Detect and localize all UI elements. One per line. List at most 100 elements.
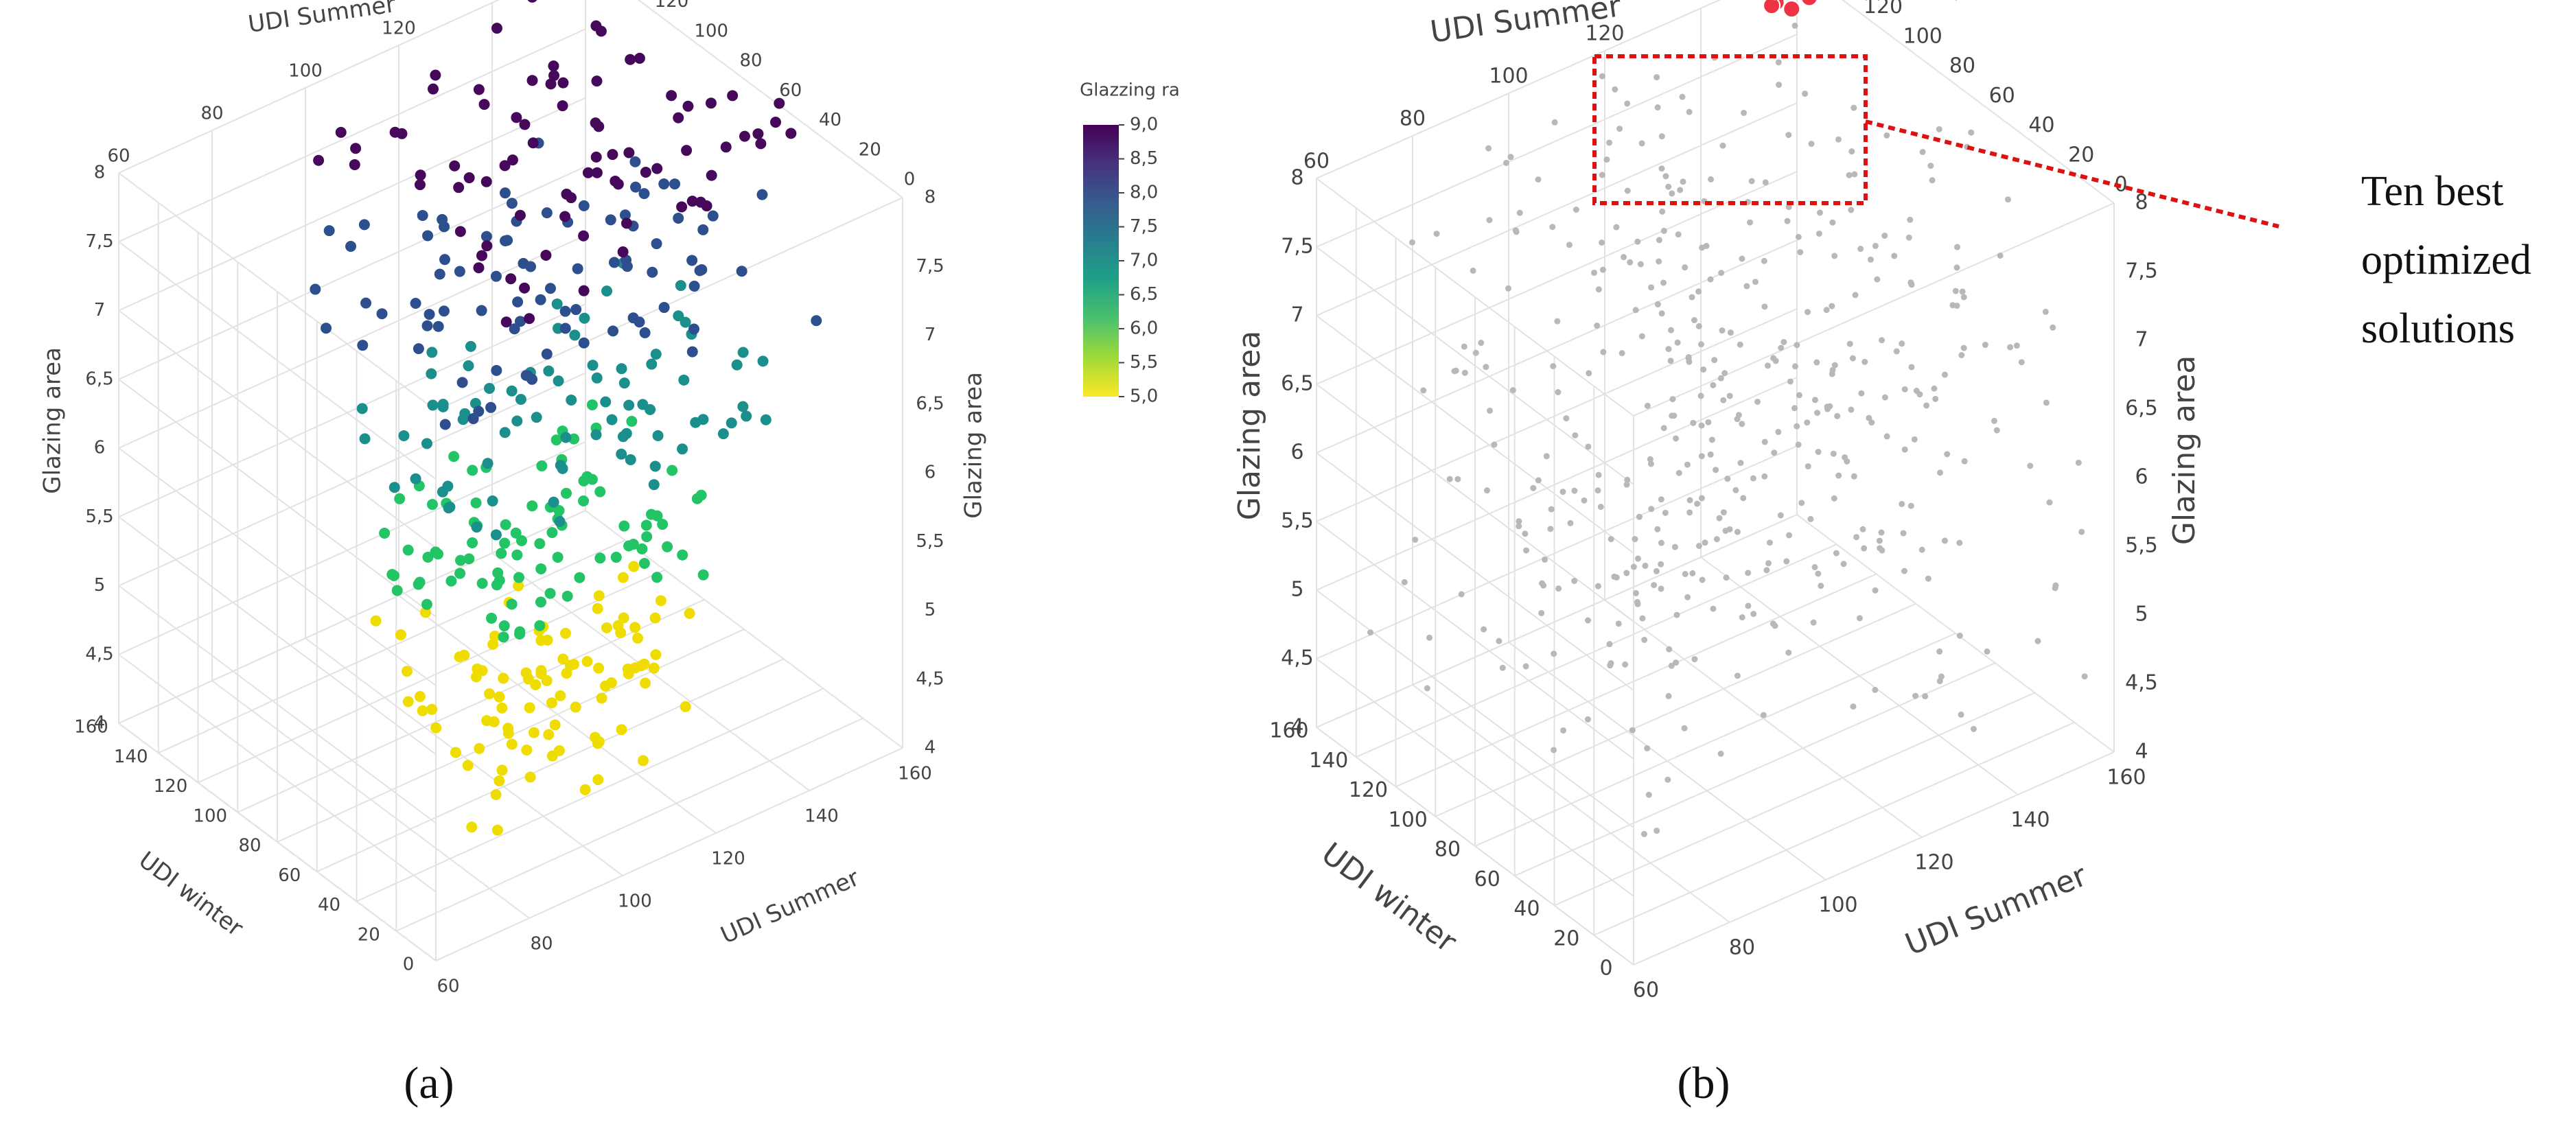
grid-line: [1316, 384, 1634, 622]
point-all-solutions: [1927, 163, 1934, 169]
point-all-solutions: [1624, 476, 1631, 483]
point-all-solutions: [1654, 104, 1661, 111]
point-all-solutions: [1698, 453, 1705, 460]
point-4: [491, 23, 502, 34]
point-2: [551, 298, 563, 309]
point-all-solutions: [1850, 703, 1857, 710]
point-all-solutions: [1594, 323, 1601, 329]
point-all-solutions: [1830, 450, 1837, 457]
point-3: [686, 255, 698, 266]
point-all-solutions: [1653, 828, 1660, 834]
point-2: [548, 496, 559, 508]
point-all-solutions: [1630, 563, 1637, 570]
point-1: [610, 552, 622, 563]
point-all-solutions: [1883, 433, 1890, 440]
point-3: [321, 323, 332, 334]
point-1: [463, 553, 475, 565]
point-all-solutions: [1936, 126, 1942, 132]
point-all-solutions: [1555, 389, 1562, 396]
point-all-solutions: [1454, 476, 1461, 482]
point-all-solutions: [1829, 371, 1835, 377]
point-all-solutions: [1849, 355, 1856, 362]
point-all-solutions: [1669, 396, 1676, 403]
point-all-solutions: [1667, 358, 1674, 364]
point-2: [359, 433, 371, 445]
point-2: [646, 358, 658, 370]
point-all-solutions: [1523, 547, 1530, 554]
point-4: [545, 78, 557, 90]
point-all-solutions: [1944, 451, 1951, 458]
point-all-solutions: [1808, 141, 1815, 148]
point-3: [413, 343, 424, 355]
grid-line: [118, 378, 437, 618]
point-all-solutions: [1538, 609, 1545, 616]
point-all-solutions: [1654, 526, 1661, 533]
point-4: [505, 273, 517, 285]
point-all-solutions: [1563, 415, 1570, 422]
point-all-solutions: [1695, 323, 1702, 329]
tick-label-top-udi-winter: 100: [694, 21, 728, 41]
point-all-solutions: [1750, 475, 1756, 482]
tick-label-udi-summer: 120: [1914, 851, 1953, 875]
point-0: [401, 666, 413, 677]
point-all-solutions: [1750, 611, 1757, 618]
point-all-solutions: [1760, 712, 1767, 718]
point-1: [515, 535, 527, 546]
point-2: [601, 285, 613, 297]
point-4: [634, 52, 645, 64]
point-all-solutions: [1829, 219, 1836, 226]
tick-label-udi-winter: 160: [1269, 719, 1308, 743]
point-0: [648, 662, 660, 674]
point-2: [515, 393, 526, 405]
point-all-solutions: [1572, 432, 1579, 438]
point-3: [627, 312, 639, 324]
panel-a-chart: 020406080100120140160608010012014016044,…: [39, 0, 1180, 1108]
point-4: [476, 250, 487, 261]
point-all-solutions: [1470, 267, 1476, 274]
point-3: [811, 315, 822, 327]
point-0: [476, 665, 488, 677]
point-all-solutions: [1698, 495, 1705, 502]
point-all-solutions: [1872, 242, 1879, 249]
point-all-solutions: [1584, 617, 1591, 624]
point-3: [572, 263, 583, 274]
point-4: [720, 141, 732, 153]
point-all-solutions: [1677, 187, 1684, 194]
point-all-solutions: [1673, 611, 1680, 618]
point-2: [650, 349, 662, 360]
grid-line: [1316, 34, 1798, 248]
point-4: [548, 60, 559, 72]
point-0: [546, 697, 557, 709]
point-4: [591, 167, 603, 178]
point-all-solutions: [2013, 342, 2020, 349]
tick-label-glazing-right: 7,5: [2125, 259, 2158, 283]
point-3: [559, 305, 571, 317]
point-all-solutions: [1743, 283, 1750, 290]
point-2: [591, 372, 603, 384]
point-all-solutions: [1639, 615, 1646, 622]
point-1: [552, 552, 564, 563]
point-3: [605, 214, 616, 226]
grid-line: [118, 303, 586, 518]
point-4: [681, 145, 693, 156]
point-4: [389, 126, 401, 138]
grid-line: [1633, 751, 2115, 966]
point-2: [625, 454, 636, 465]
point-all-solutions: [1535, 176, 1542, 183]
point-all-solutions: [1686, 509, 1693, 516]
grid-line: [198, 569, 665, 784]
tick-label-glazing-left: 5,5: [85, 506, 113, 527]
point-2: [490, 529, 502, 541]
point-all-solutions: [1642, 562, 1649, 569]
point-3: [694, 265, 706, 277]
point-all-solutions: [1747, 219, 1754, 226]
point-4: [623, 147, 635, 159]
point-1: [534, 538, 546, 550]
point-all-solutions: [1658, 310, 1665, 317]
tick-label-glazing-right: 4,5: [2125, 671, 2158, 695]
point-3: [323, 225, 335, 237]
point-all-solutions: [1433, 231, 1440, 237]
point-all-solutions: [2078, 528, 2085, 535]
point-all-solutions: [1936, 678, 1943, 685]
point-all-solutions: [1638, 140, 1645, 147]
